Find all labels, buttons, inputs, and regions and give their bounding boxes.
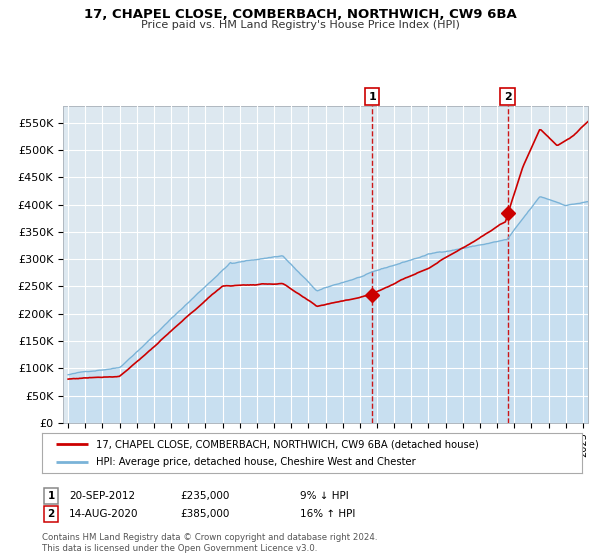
Text: 20-SEP-2012: 20-SEP-2012 (69, 491, 135, 501)
Text: 17, CHAPEL CLOSE, COMBERBACH, NORTHWICH, CW9 6BA (detached house): 17, CHAPEL CLOSE, COMBERBACH, NORTHWICH,… (96, 439, 479, 449)
Text: 14-AUG-2020: 14-AUG-2020 (69, 509, 139, 519)
Text: £235,000: £235,000 (180, 491, 229, 501)
Text: 9% ↓ HPI: 9% ↓ HPI (300, 491, 349, 501)
Text: Contains HM Land Registry data © Crown copyright and database right 2024.
This d: Contains HM Land Registry data © Crown c… (42, 533, 377, 553)
Text: 2: 2 (504, 92, 512, 102)
Text: 17, CHAPEL CLOSE, COMBERBACH, NORTHWICH, CW9 6BA: 17, CHAPEL CLOSE, COMBERBACH, NORTHWICH,… (83, 8, 517, 21)
Text: 1: 1 (47, 491, 55, 501)
Text: 2: 2 (47, 509, 55, 519)
Text: Price paid vs. HM Land Registry's House Price Index (HPI): Price paid vs. HM Land Registry's House … (140, 20, 460, 30)
Text: £385,000: £385,000 (180, 509, 229, 519)
Text: HPI: Average price, detached house, Cheshire West and Chester: HPI: Average price, detached house, Ches… (96, 457, 416, 467)
Text: 1: 1 (368, 92, 376, 102)
Text: 16% ↑ HPI: 16% ↑ HPI (300, 509, 355, 519)
